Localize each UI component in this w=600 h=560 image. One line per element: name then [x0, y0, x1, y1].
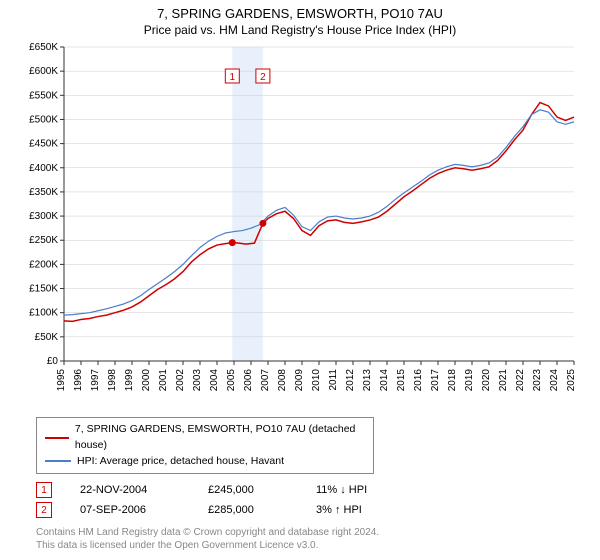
chart-container: 7, SPRING GARDENS, EMSWORTH, PO10 7AU Pr…	[0, 0, 600, 560]
sale-price: £245,000	[208, 484, 288, 496]
svg-text:2020: 2020	[481, 369, 492, 392]
svg-text:£100K: £100K	[29, 308, 58, 319]
svg-text:£500K: £500K	[29, 114, 58, 125]
svg-text:2019: 2019	[464, 369, 475, 392]
svg-text:2000: 2000	[141, 369, 152, 392]
sale-row: 1 22-NOV-2004 £245,000 11% ↓ HPI	[36, 480, 600, 500]
sale-row: 2 07-SEP-2006 £285,000 3% ↑ HPI	[36, 500, 600, 520]
sales-table: 1 22-NOV-2004 £245,000 11% ↓ HPI 2 07-SEP-200…	[36, 480, 600, 520]
svg-text:1: 1	[230, 72, 236, 83]
svg-text:2001: 2001	[158, 369, 169, 392]
svg-text:2009: 2009	[294, 369, 305, 392]
svg-text:2006: 2006	[243, 369, 254, 392]
sale-marker-icon: 2	[36, 502, 52, 518]
svg-text:£250K: £250K	[29, 235, 58, 246]
legend-label-hpi: HPI: Average price, detached house, Hava…	[77, 454, 284, 470]
footer: Contains HM Land Registry data © Crown c…	[36, 526, 600, 552]
sale-hpi-diff: 11% ↓ HPI	[316, 484, 367, 496]
sale-hpi-diff: 3% ↑ HPI	[316, 504, 362, 516]
svg-text:2025: 2025	[566, 369, 577, 392]
svg-text:1996: 1996	[73, 369, 84, 392]
chart-area: £0 £50K £100K £150K £200K £250K £300K £350K £400…	[20, 41, 580, 411]
svg-text:£600K: £600K	[29, 66, 58, 77]
sale-date: 22-NOV-2004	[80, 484, 180, 496]
svg-text:2007: 2007	[260, 369, 271, 392]
legend-swatch-hpi	[45, 460, 71, 462]
legend-row-property: 7, SPRING GARDENS, EMSWORTH, PO10 7AU (d…	[45, 422, 365, 454]
svg-text:2024: 2024	[549, 369, 560, 392]
svg-text:£0: £0	[47, 356, 59, 367]
svg-text:1995: 1995	[56, 369, 67, 392]
svg-text:£550K: £550K	[29, 90, 58, 101]
legend-box: 7, SPRING GARDENS, EMSWORTH, PO10 7AU (d…	[36, 417, 374, 474]
sale-price: £285,000	[208, 504, 288, 516]
svg-text:2011: 2011	[328, 369, 339, 391]
svg-text:2023: 2023	[532, 369, 543, 392]
legend-swatch-property	[45, 437, 69, 439]
legend-row-hpi: HPI: Average price, detached house, Hava…	[45, 454, 365, 470]
svg-text:1997: 1997	[90, 369, 101, 392]
sale-date: 07-SEP-2006	[80, 504, 180, 516]
svg-text:£450K: £450K	[29, 139, 58, 150]
svg-text:2004: 2004	[209, 369, 220, 392]
line-chart-svg: £0 £50K £100K £150K £200K £250K £300K £350K £400…	[20, 41, 580, 411]
svg-text:£200K: £200K	[29, 259, 58, 270]
svg-text:£50K: £50K	[35, 332, 59, 343]
svg-text:1999: 1999	[124, 369, 135, 392]
svg-text:£150K: £150K	[29, 284, 58, 295]
svg-text:£650K: £650K	[29, 42, 58, 53]
svg-text:1998: 1998	[107, 369, 118, 392]
svg-text:£300K: £300K	[29, 211, 58, 222]
svg-text:2003: 2003	[192, 369, 203, 392]
svg-text:2012: 2012	[345, 369, 356, 392]
sale-marker-icon: 1	[36, 482, 52, 498]
svg-text:2014: 2014	[379, 369, 390, 392]
svg-text:2016: 2016	[413, 369, 424, 392]
svg-text:2015: 2015	[396, 369, 407, 392]
svg-text:2017: 2017	[430, 369, 441, 392]
svg-text:2005: 2005	[226, 369, 237, 392]
footer-line-2: This data is licensed under the Open Gov…	[36, 539, 600, 552]
svg-text:£350K: £350K	[29, 187, 58, 198]
footer-line-1: Contains HM Land Registry data © Crown c…	[36, 526, 600, 539]
legend-label-property: 7, SPRING GARDENS, EMSWORTH, PO10 7AU (d…	[75, 422, 365, 454]
svg-text:2022: 2022	[515, 369, 526, 392]
svg-text:2: 2	[260, 72, 266, 83]
svg-text:2002: 2002	[175, 369, 186, 392]
chart-subtitle: Price paid vs. HM Land Registry's House …	[0, 21, 600, 41]
svg-text:£400K: £400K	[29, 163, 58, 174]
svg-text:2018: 2018	[447, 369, 458, 392]
svg-text:2021: 2021	[498, 369, 509, 392]
svg-text:2010: 2010	[311, 369, 322, 392]
chart-title: 7, SPRING GARDENS, EMSWORTH, PO10 7AU	[0, 0, 600, 21]
svg-text:2013: 2013	[362, 369, 373, 392]
svg-text:2008: 2008	[277, 369, 288, 392]
